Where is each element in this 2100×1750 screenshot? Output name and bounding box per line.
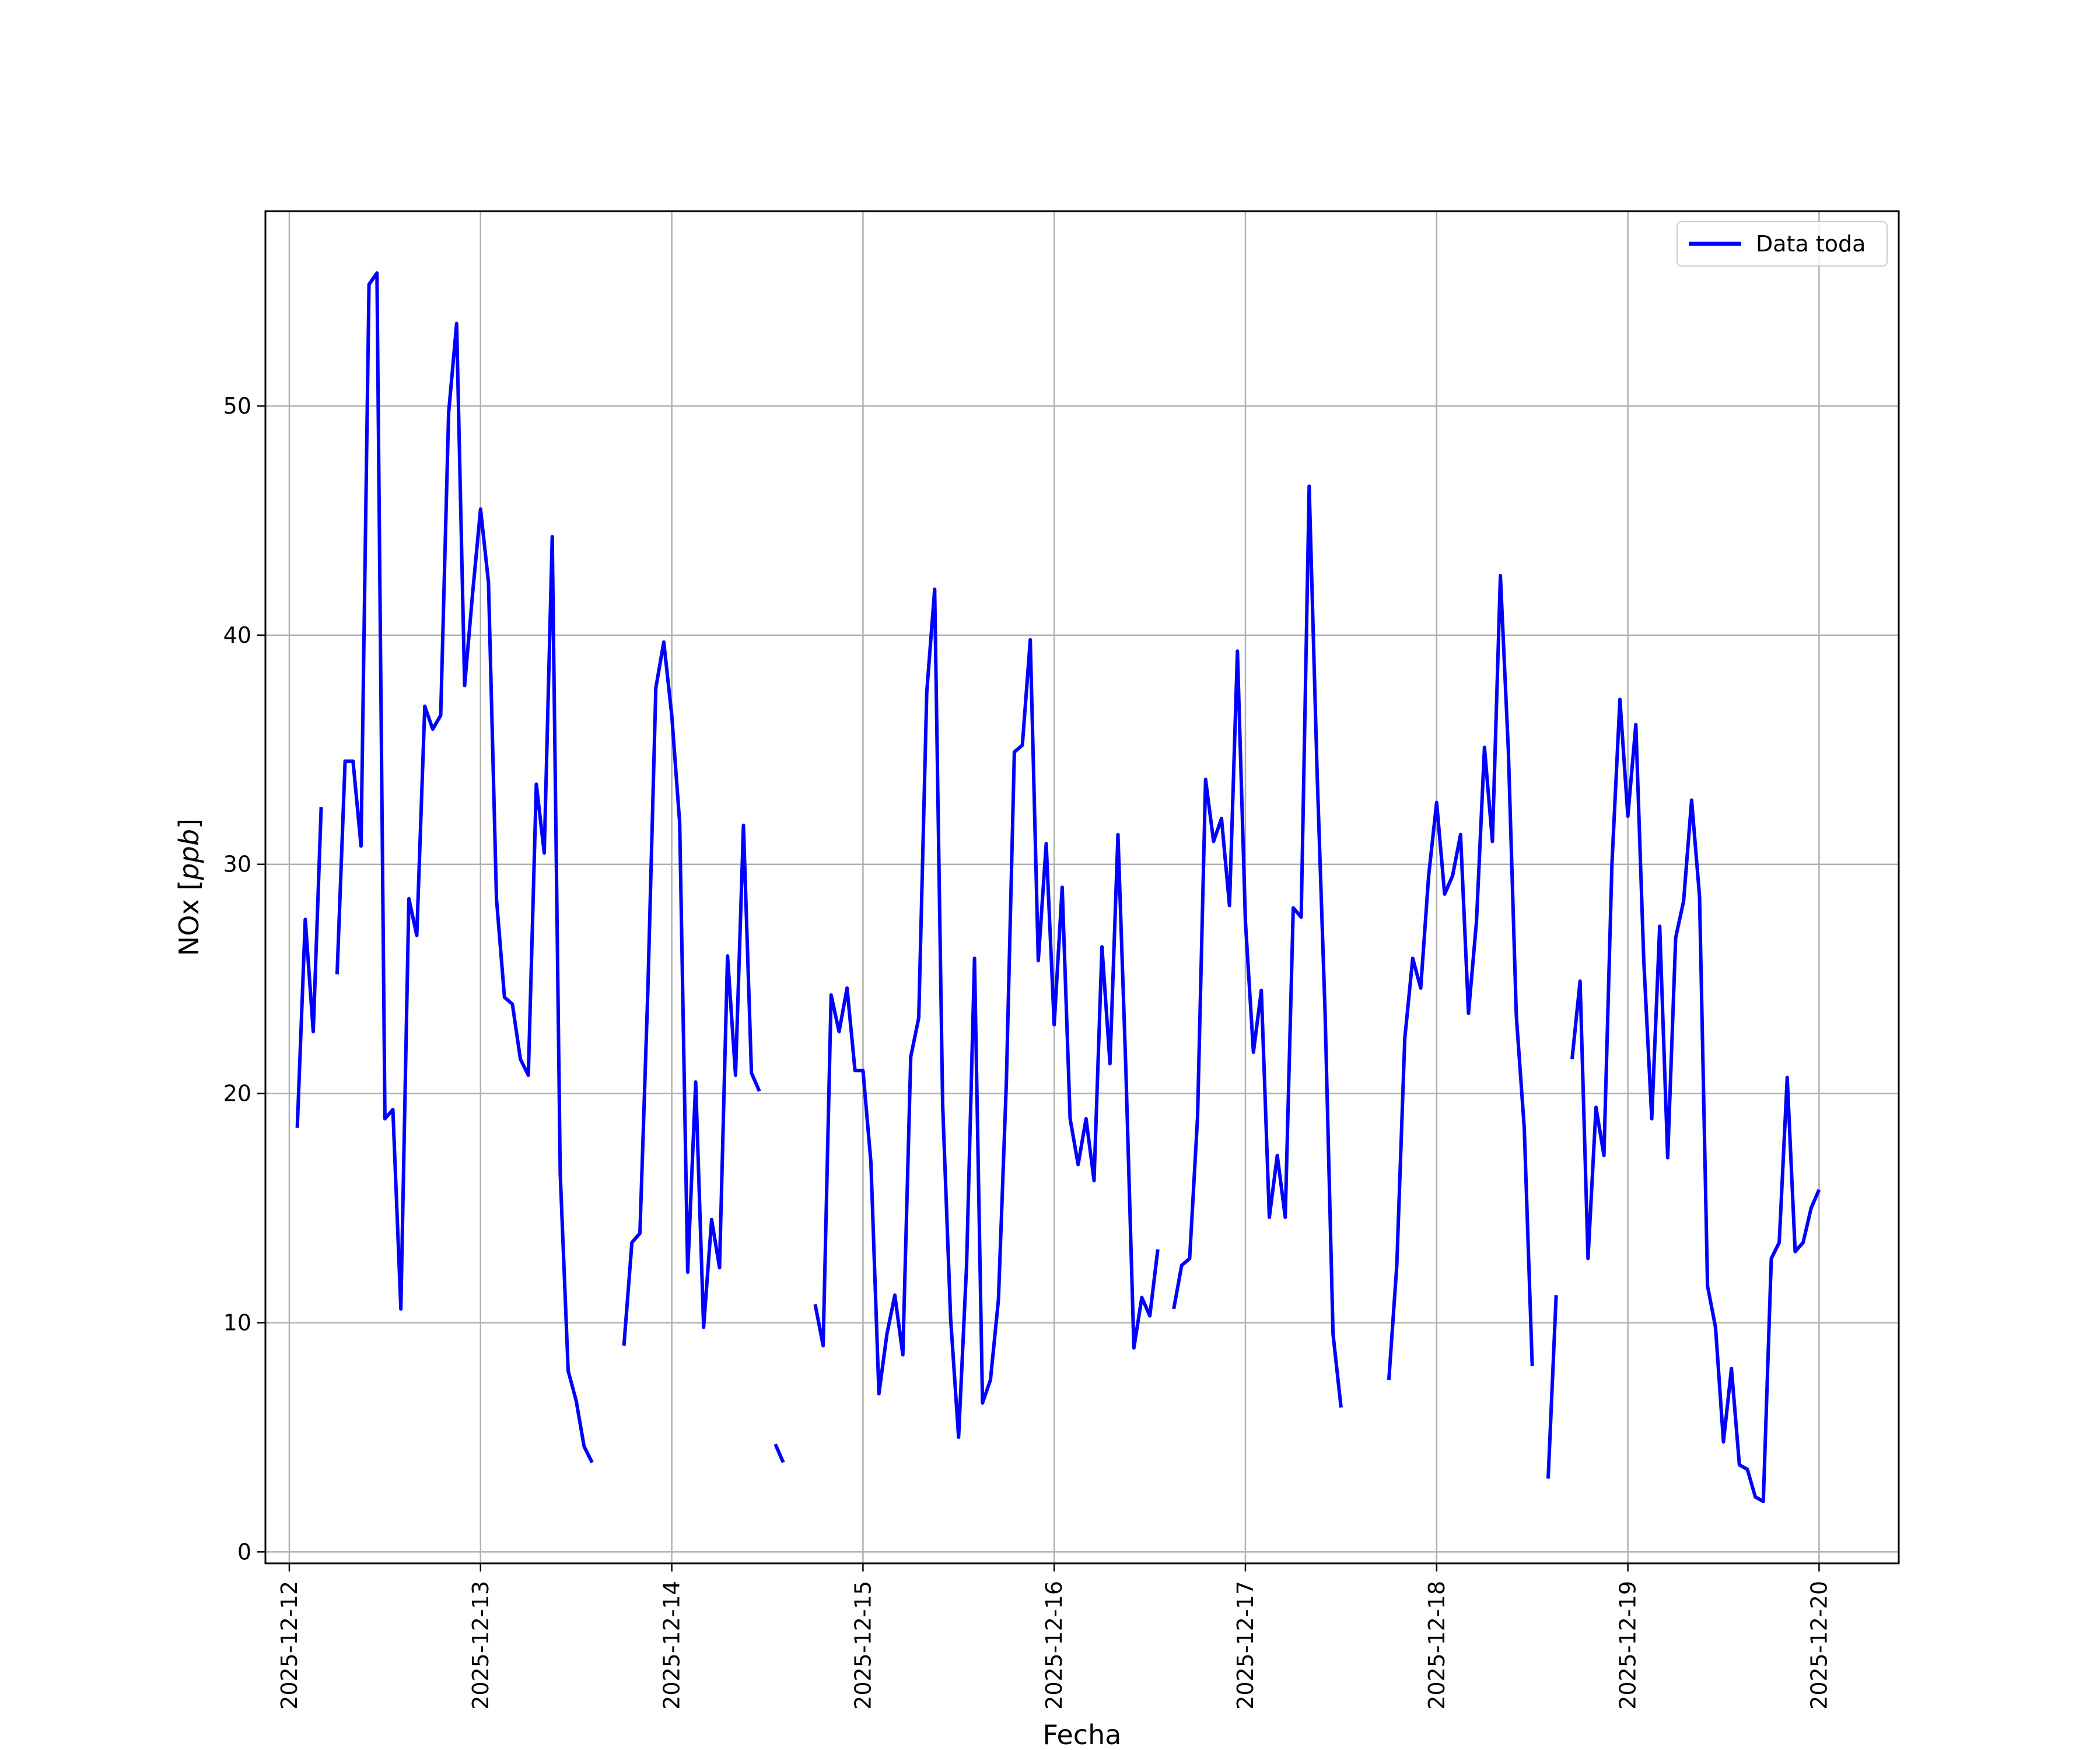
series-0-segment-1 bbox=[335, 271, 594, 1464]
legend-box bbox=[1676, 221, 1888, 267]
series-0-segment-3 bbox=[774, 1443, 785, 1464]
x-tick-label-5: 2025-12-17 bbox=[1233, 1581, 1258, 1710]
legend-label-data-toda: Data toda bbox=[1756, 231, 1866, 257]
x-tick-label-4: 2025-12-16 bbox=[1041, 1581, 1067, 1710]
series-lines bbox=[295, 271, 1821, 1503]
plot-area-frame bbox=[264, 210, 1900, 1564]
y-tick-label-3: 30 bbox=[223, 852, 251, 877]
y-axis-label-unit: ppb bbox=[173, 829, 205, 881]
x-tick-label-0: 2025-12-12 bbox=[276, 1581, 302, 1710]
y-tick-label-2: 20 bbox=[223, 1081, 251, 1107]
series-0-segment-6 bbox=[1387, 573, 1534, 1380]
y-axis-label: NOx [ppb] bbox=[173, 818, 205, 956]
grid-lines bbox=[265, 211, 1899, 1563]
series-0-segment-7 bbox=[1546, 1295, 1558, 1479]
x-tick-label-6: 2025-12-18 bbox=[1424, 1581, 1450, 1710]
x-tick-label-1: 2025-12-13 bbox=[468, 1581, 494, 1710]
y-tick-label-4: 40 bbox=[223, 622, 251, 648]
series-0-segment-4 bbox=[813, 587, 1160, 1439]
y-axis-label-base: NOx [ bbox=[173, 880, 205, 956]
series-0-segment-2 bbox=[622, 640, 761, 1346]
x-tick-label-8: 2025-12-20 bbox=[1806, 1581, 1832, 1710]
axis-ticks: 2025-12-12 2025-12-13 2025-12-14 2025-12-15… bbox=[223, 393, 1832, 1710]
series-0-segment-5 bbox=[1172, 484, 1343, 1408]
y-tick-label-1: 10 bbox=[223, 1310, 251, 1335]
series-0-segment-0 bbox=[295, 807, 323, 1128]
legend: Data toda bbox=[1676, 221, 1888, 267]
x-tick-label-2: 2025-12-14 bbox=[659, 1581, 685, 1710]
y-tick-label-0: 0 bbox=[237, 1539, 251, 1564]
x-tick-label-3: 2025-12-15 bbox=[850, 1581, 876, 1710]
y-tick-label-5: 50 bbox=[223, 393, 251, 419]
x-tick-label-7: 2025-12-19 bbox=[1615, 1581, 1641, 1710]
x-axis-label: Fecha bbox=[1043, 1719, 1122, 1750]
series-0-segment-8 bbox=[1570, 697, 1821, 1503]
y-axis-label-close: ] bbox=[173, 818, 205, 829]
